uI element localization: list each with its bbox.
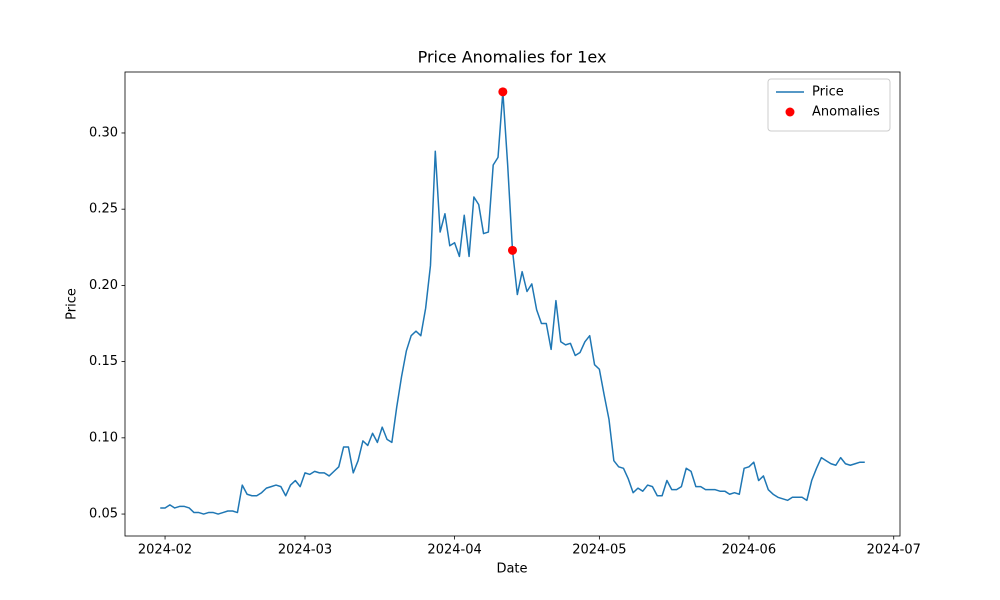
y-tick-label: 0.15 — [89, 354, 118, 369]
y-tick-label: 0.25 — [89, 202, 118, 217]
anomaly-point — [508, 245, 517, 255]
x-tick-label: 2024-05 — [572, 543, 626, 558]
y-tick-label: 0.20 — [89, 278, 118, 293]
x-tick-label: 2024-02 — [138, 543, 192, 558]
price-line — [160, 91, 865, 515]
anomaly-point — [498, 87, 508, 97]
x-tick-label: 2024-07 — [867, 543, 921, 558]
legend-label: Anomalies — [812, 105, 880, 120]
x-tick-label: 2024-06 — [722, 543, 776, 558]
x-tick-label: 2024-03 — [278, 543, 332, 558]
x-tick-label: 2024-04 — [427, 543, 481, 558]
y-tick-label: 0.05 — [89, 507, 118, 522]
x-axis-label: Date — [496, 562, 527, 577]
y-axis-label: Price — [65, 288, 80, 320]
y-tick-label: 0.30 — [89, 125, 118, 140]
axes-frame — [124, 71, 901, 537]
y-tick-label: 0.10 — [89, 430, 118, 445]
chart-title: Price Anomalies for 1ex — [418, 48, 607, 67]
legend-label: Price — [812, 85, 844, 100]
legend-swatch — [785, 107, 795, 117]
